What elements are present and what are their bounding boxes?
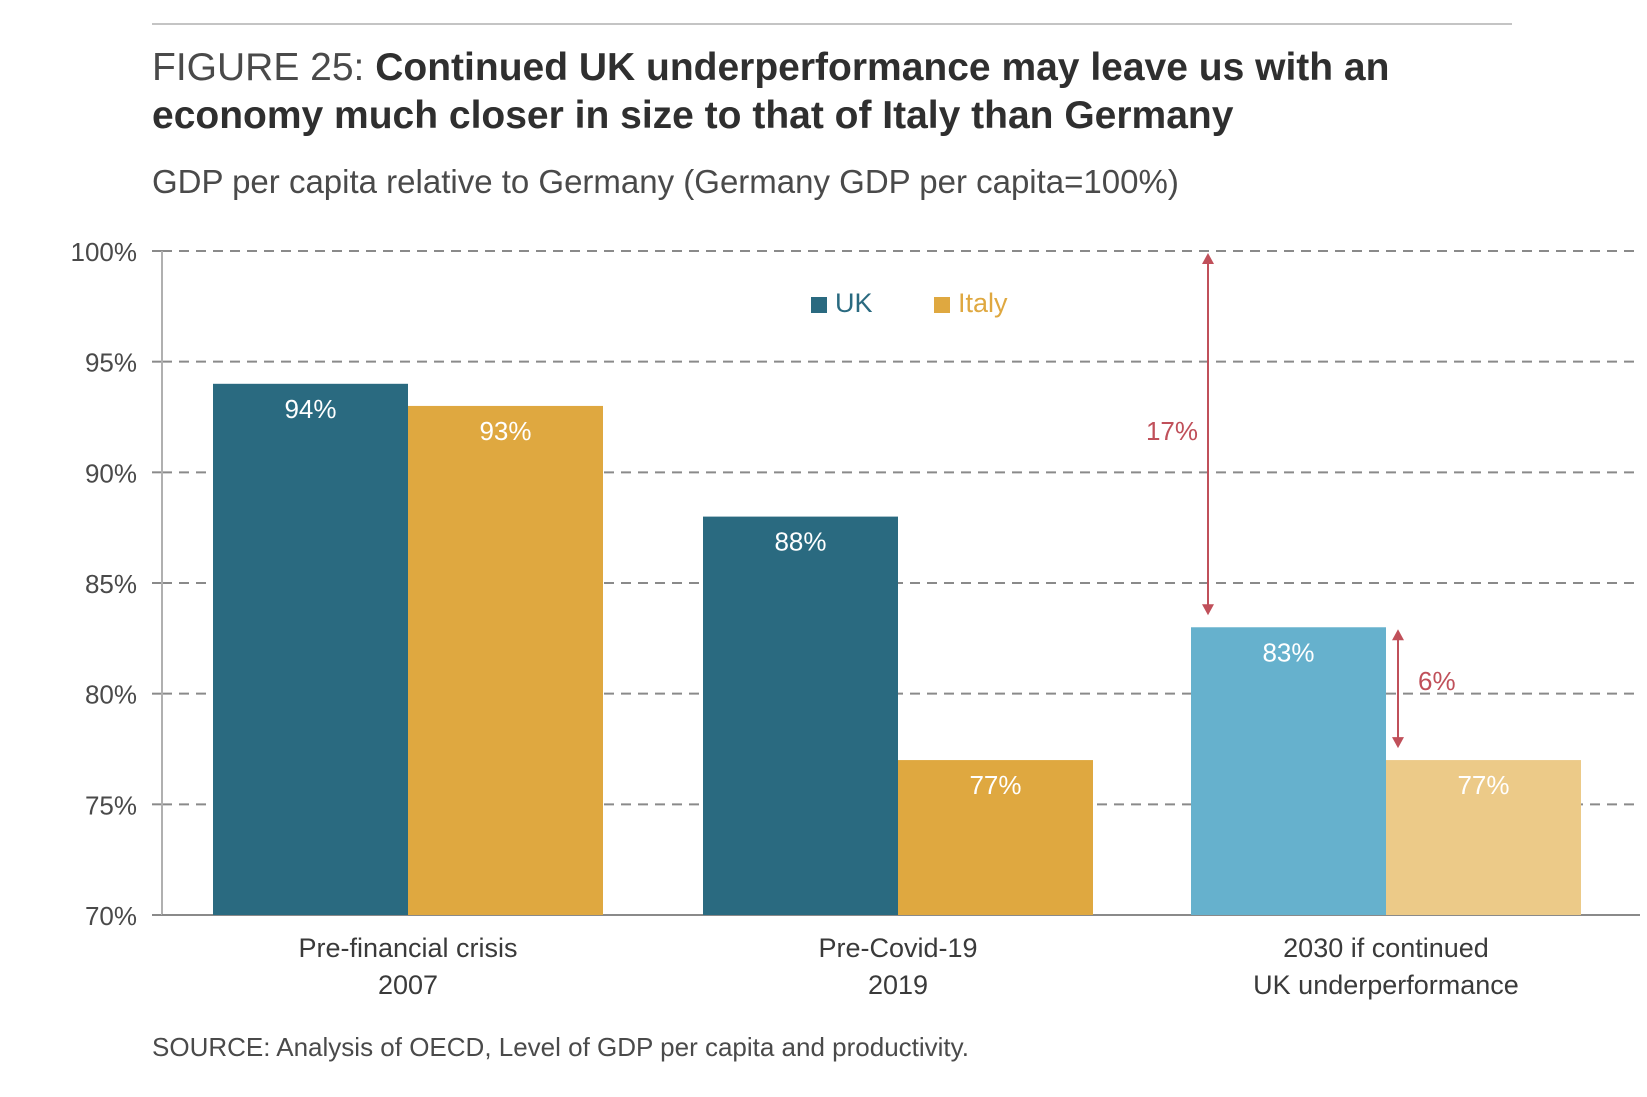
- x-axis-labels: Pre-financial crisis 2007 Pre-Covid-19 2019…: [298, 933, 1518, 1000]
- bar-value-label: 77%: [1457, 770, 1509, 800]
- y-tick-label: 90%: [85, 458, 137, 488]
- y-tick-label: 75%: [85, 790, 137, 820]
- annotation-arrow-head-down: [1202, 604, 1214, 616]
- y-tick-label: 85%: [85, 569, 137, 599]
- top-rule: [152, 23, 1512, 25]
- bar-value-label: 77%: [969, 770, 1021, 800]
- bar-italy-1: [898, 760, 1093, 915]
- bar-italy-0: [408, 405, 603, 915]
- bar-chart: 70% 75% 80% 85% 90% 95% 100% 94% 88% 83% 93% 77% 77…: [71, 237, 1640, 1000]
- annotation-arrow-head-up: [1392, 629, 1404, 641]
- legend: UK Italy: [811, 288, 1008, 318]
- x-category-label: 2030 if continued: [1283, 933, 1489, 963]
- figure-title-text: Continued UK underperformance may leave …: [152, 46, 1390, 137]
- annotation-label: 6%: [1418, 666, 1456, 696]
- annotation-label: 17%: [1146, 416, 1198, 446]
- source-note: SOURCE: Analysis of OECD, Level of GDP p…: [152, 1032, 969, 1062]
- y-tick-label: 80%: [85, 680, 137, 710]
- bar-uk-1: [703, 516, 898, 915]
- annotation-arrow-head-down: [1392, 737, 1404, 749]
- data-labels: 94% 88% 83% 93% 77% 77%: [284, 394, 1509, 800]
- chart-subtitle: GDP per capita relative to Germany (Germ…: [152, 163, 1179, 200]
- y-tick-label: 70%: [85, 901, 137, 931]
- bar-uk-2: [1191, 627, 1386, 915]
- figure-title: FIGURE 25: Continued UK underperformance…: [152, 44, 1552, 140]
- x-category-label: Pre-financial crisis: [298, 933, 517, 963]
- bar-value-label: 88%: [774, 527, 826, 557]
- y-tick-label: 100%: [71, 237, 138, 267]
- x-category-label: 2019: [868, 970, 928, 1000]
- bar-italy-2: [1386, 760, 1581, 915]
- bar-value-label: 83%: [1262, 637, 1314, 667]
- legend-swatch-uk: [811, 297, 827, 313]
- y-tick-label: 95%: [85, 348, 137, 378]
- legend-swatch-italy: [934, 297, 950, 313]
- bar-value-label: 93%: [479, 416, 531, 446]
- x-category-label: UK underperformance: [1253, 970, 1519, 1000]
- legend-label-uk: UK: [835, 288, 873, 318]
- x-category-label: 2007: [378, 970, 438, 1000]
- figure-label: FIGURE 25:: [152, 46, 365, 89]
- bar-uk-0: [213, 383, 408, 915]
- bar-value-label: 94%: [284, 394, 336, 424]
- bars: [213, 383, 1581, 915]
- legend-label-italy: Italy: [958, 288, 1008, 318]
- x-category-label: Pre-Covid-19: [818, 933, 977, 963]
- annotations: 17% 6%: [1146, 253, 1456, 749]
- annotation-arrow-head-up: [1202, 253, 1214, 264]
